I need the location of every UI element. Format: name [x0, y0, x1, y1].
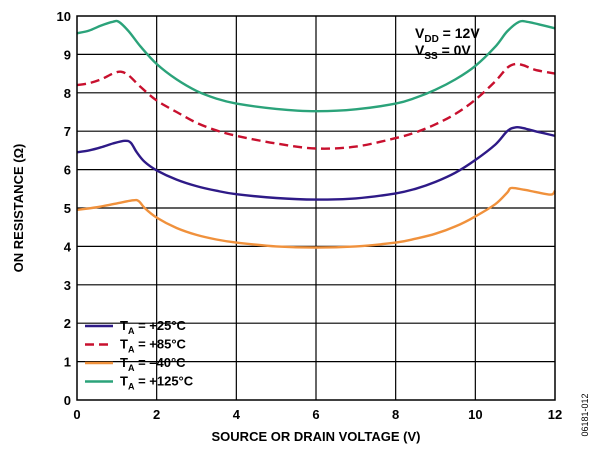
y-tick-label: 8	[64, 86, 71, 101]
legend-item-minus40c: TA = –40°C	[85, 355, 186, 373]
plot-frame	[76, 15, 556, 401]
y-tick-label: 4	[64, 239, 72, 254]
x-tick-label: 12	[548, 407, 562, 422]
x-tick-label: 4	[233, 407, 241, 422]
legend-label: TA = +125°C	[120, 374, 194, 392]
y-tick-label: 0	[64, 393, 71, 408]
y-tick-label: 1	[64, 355, 71, 370]
y-tick-label: 5	[64, 201, 71, 216]
y-tick-label: 7	[64, 124, 71, 139]
series-line-85c	[76, 62, 556, 150]
series-line-25c	[76, 125, 556, 201]
x-tick-label: 2	[153, 407, 160, 422]
x-tick-label: 8	[392, 407, 399, 422]
y-tick-labels: 0 1 2 3 4 5 6 7 8 9 10	[57, 9, 72, 408]
x-tick-label: 0	[73, 407, 80, 422]
x-tick-label: 6	[312, 407, 319, 422]
y-axis-label: ON RESISTANCE (Ω)	[11, 144, 26, 273]
condition-text: VSS = 0V	[415, 42, 471, 62]
y-tick-label: 10	[57, 9, 71, 24]
legend: TA = +25°CTA = +85°CTA = –40°CTA = +125°…	[85, 318, 194, 392]
legend-item-125c: TA = +125°C	[85, 374, 194, 392]
x-tick-label: 10	[468, 407, 482, 422]
legend-label: TA = +25°C	[120, 318, 187, 336]
series-group	[76, 19, 557, 249]
figure-id: 06181-012	[580, 393, 590, 436]
legend-label: TA = +85°C	[120, 337, 187, 355]
legend-label: TA = –40°C	[120, 355, 186, 373]
y-tick-label: 2	[64, 316, 71, 331]
x-axis-label: SOURCE OR DRAIN VOLTAGE (V)	[212, 429, 421, 444]
legend-item-25c: TA = +25°C	[85, 318, 187, 336]
legend-item-85c: TA = +85°C	[85, 337, 187, 355]
y-tick-label: 3	[64, 278, 71, 293]
y-tick-label: 6	[64, 163, 71, 178]
series-line-minus40c	[76, 186, 557, 249]
y-tick-label: 9	[64, 47, 71, 62]
x-tick-labels: 0 2 4 6 8 10 12	[73, 407, 562, 422]
series-line-125c	[76, 19, 556, 113]
condition-text: VDD = 12V	[415, 25, 480, 45]
